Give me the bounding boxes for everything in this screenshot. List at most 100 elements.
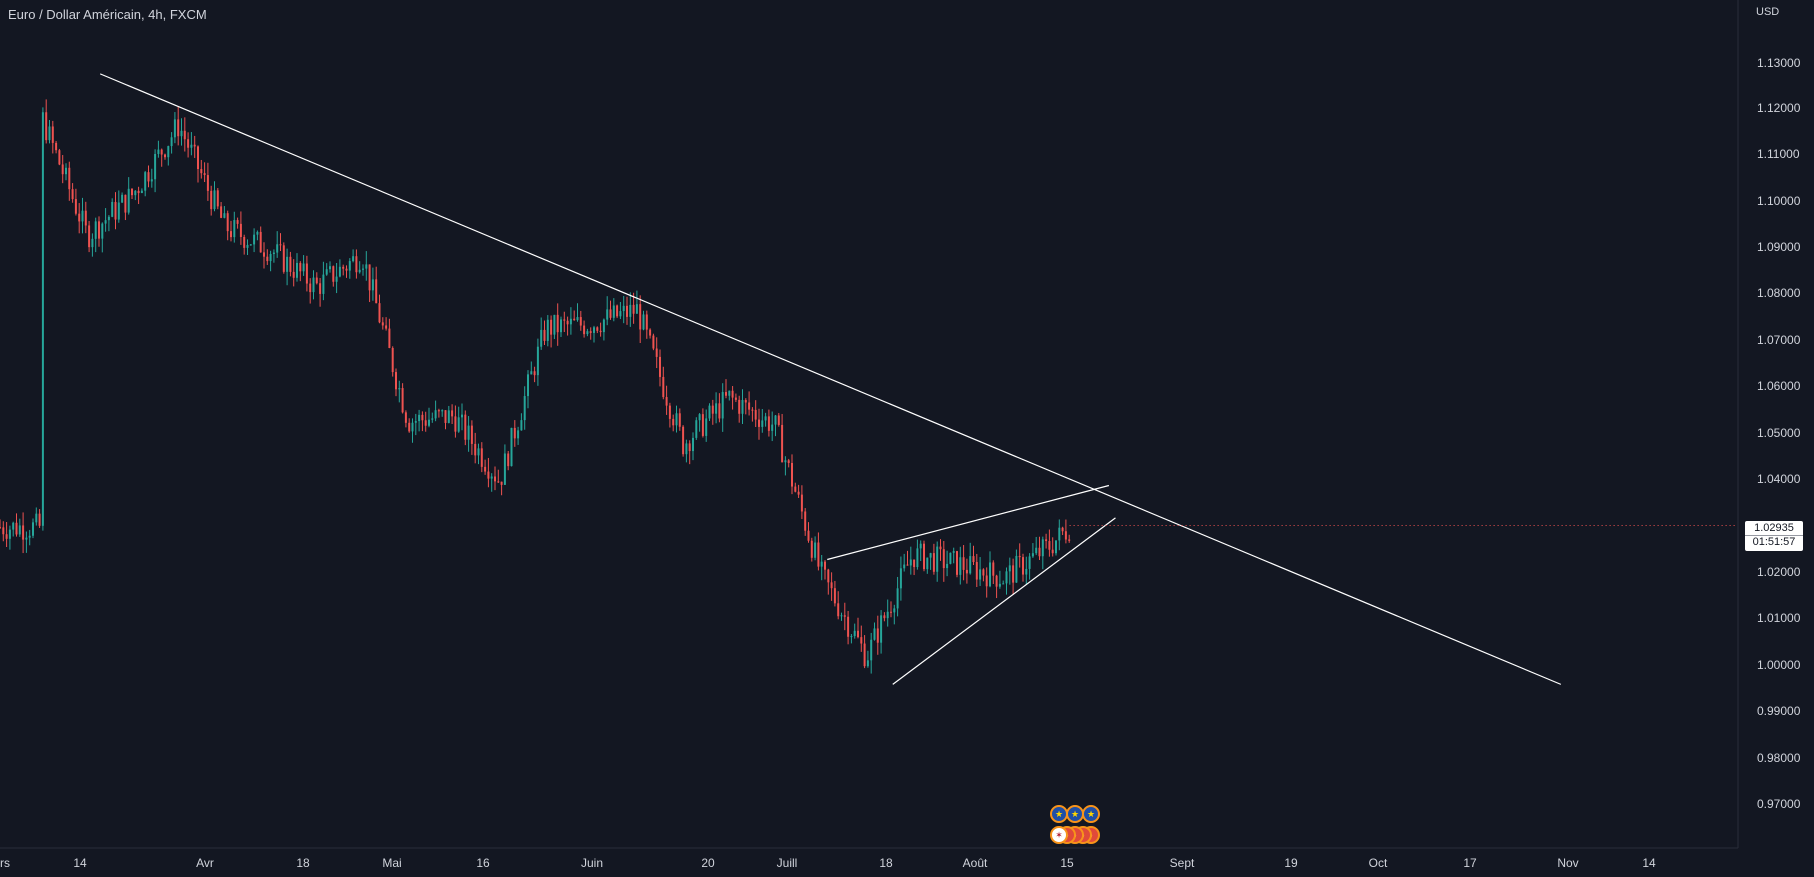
candle-body: [596, 327, 599, 331]
candle-body: [866, 660, 869, 667]
trendline: [99, 73, 1562, 685]
candle-body: [553, 314, 556, 335]
candle-body: [731, 390, 734, 398]
candle-body: [777, 415, 780, 425]
time-tick-label: Sept: [1169, 856, 1195, 870]
candle-body: [414, 421, 417, 423]
candle-body: [315, 277, 318, 284]
candle-body: [569, 318, 572, 325]
candle-body: [602, 319, 605, 333]
candle-body: [936, 546, 939, 572]
candle-body: [239, 223, 242, 237]
candle-body: [800, 494, 803, 512]
candle-body: [497, 481, 500, 483]
time-tick-label: 14: [73, 856, 87, 870]
candle-body: [408, 422, 411, 432]
candle-body: [338, 266, 341, 277]
candle-body: [1041, 539, 1044, 557]
candle-body: [332, 266, 335, 282]
candle-body: [682, 426, 685, 455]
trendlines: [99, 73, 1738, 685]
candle-body: [58, 150, 61, 165]
candle-body: [1038, 547, 1041, 557]
candle-body: [249, 244, 252, 246]
candle-body: [431, 418, 434, 420]
candle-body: [447, 410, 450, 423]
symbol-title: Euro / Dollar Américain, 4h, FXCM: [8, 7, 207, 22]
eu-flag-icon[interactable]: ★: [1082, 805, 1100, 823]
candle-body: [206, 175, 209, 191]
candle-body: [220, 206, 223, 218]
candle-body: [523, 396, 526, 421]
time-tick-label: 19: [1284, 856, 1298, 870]
candle-body: [18, 525, 21, 535]
price-tick-label: 1.00000: [1757, 658, 1801, 672]
time-tick-label: Mai: [382, 856, 402, 870]
candles: [0, 99, 1071, 674]
candle-body: [461, 414, 463, 418]
candle-body: [857, 630, 859, 638]
price-tick-label: 1.02000: [1757, 565, 1801, 579]
candle-body: [0, 527, 1, 529]
candle-body: [477, 448, 480, 456]
candle-body: [451, 410, 454, 417]
candle-body: [322, 274, 325, 294]
candle-body: [25, 537, 28, 540]
candle-body: [187, 139, 190, 148]
candle-body: [583, 325, 586, 335]
candle-body: [51, 126, 54, 143]
candle-body: [791, 462, 793, 487]
countdown-timer: 01:51:57: [1752, 536, 1796, 548]
last-price-value: 1.02935: [1754, 522, 1794, 534]
candle-body: [662, 376, 665, 398]
candle-body: [923, 543, 925, 570]
price-tick-label: 1.07000: [1757, 333, 1801, 347]
candle-body: [642, 314, 645, 330]
candle-body: [764, 416, 767, 421]
candle-body: [84, 210, 87, 226]
candle-body: [104, 220, 107, 224]
candle-body: [299, 262, 302, 272]
candle-body: [213, 190, 216, 210]
candle-body: [546, 319, 549, 341]
candle-body: [157, 149, 160, 154]
candle-body: [989, 562, 991, 587]
candle-body: [1051, 549, 1054, 554]
candle-body: [121, 194, 124, 203]
candle-body: [391, 347, 394, 373]
candle-body: [358, 269, 361, 273]
candle-body: [1045, 539, 1048, 542]
candle-body: [441, 410, 444, 412]
candle-body: [982, 569, 985, 576]
candle-body: [761, 420, 764, 427]
candle-body: [566, 320, 569, 325]
candle-body: [243, 236, 246, 248]
price-tick-label: 1.11000: [1757, 147, 1800, 161]
candle-body: [804, 511, 807, 531]
candle-body: [302, 263, 305, 272]
candle-body: [847, 616, 850, 637]
candle-body: [371, 279, 374, 291]
candle-body: [626, 305, 628, 317]
currency-label[interactable]: USD: [1756, 6, 1780, 18]
candle-body: [824, 561, 826, 570]
price-tick-label: 0.99000: [1757, 704, 1801, 718]
candle-body: [335, 276, 338, 282]
candle-body: [1028, 556, 1031, 569]
candle-body: [190, 144, 193, 148]
candle-body: [279, 244, 282, 246]
candle-body: [266, 256, 269, 262]
candle-body: [909, 559, 912, 566]
time-tick-label: 18: [879, 856, 893, 870]
candle-body: [1025, 568, 1028, 575]
candle-body: [672, 418, 675, 426]
candle-body: [127, 188, 130, 213]
candle-body: [68, 167, 71, 190]
candle-body: [305, 263, 308, 284]
us-flag-icon[interactable]: ✶: [1050, 826, 1068, 844]
candle-body: [1055, 540, 1057, 554]
candle-body: [758, 419, 760, 427]
candle-body: [45, 112, 48, 141]
candle-body: [368, 264, 371, 291]
